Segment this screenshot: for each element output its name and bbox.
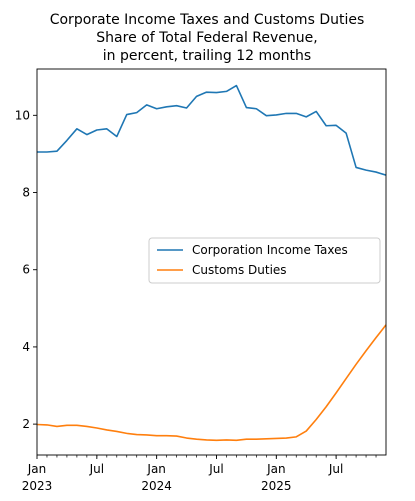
x-tick-label: Jul [208, 462, 223, 476]
x-tick-label: Jul [328, 462, 343, 476]
x-tick-label: Jul [89, 462, 104, 476]
y-tick-label: 6 [22, 263, 30, 277]
x-tick-year-label: 2023 [22, 479, 53, 493]
series-line-customs-duties [36, 324, 387, 442]
chart-title: Corporate Income Taxes and Customs Dutie… [50, 12, 365, 64]
chart-title-line-1: Corporate Income Taxes and Customs Dutie… [50, 12, 365, 28]
axes-frame [36, 68, 387, 456]
legend-label: Corporation Income Taxes [192, 243, 348, 257]
x-tick-label: Jan [27, 462, 47, 476]
x-tick-year-label: 2025 [261, 479, 292, 493]
legend-label: Customs Duties [192, 263, 287, 277]
x-tick-label: Jan [266, 462, 286, 476]
y-tick-label: 2 [22, 417, 30, 431]
legend-box [148, 237, 381, 284]
x-tick-year-label: 2024 [141, 479, 172, 493]
plot-area: 2 4 6 8 10 Jan 2023 Jul Jan 2024 Jul Jan 2025 Jul [15, 68, 387, 493]
y-tick-label: 10 [15, 108, 30, 122]
y-tick-label: 4 [22, 340, 30, 354]
legend: Corporation Income Taxes Customs Duties [148, 237, 381, 284]
chart-title-line-2: Share of Total Federal Revenue, [96, 30, 317, 46]
chart-title-line-3: in percent, trailing 12 months [103, 48, 311, 64]
y-tick-label: 8 [22, 186, 30, 200]
x-tick-label: Jan [146, 462, 166, 476]
series-line-corporation-income-taxes [37, 84, 387, 176]
